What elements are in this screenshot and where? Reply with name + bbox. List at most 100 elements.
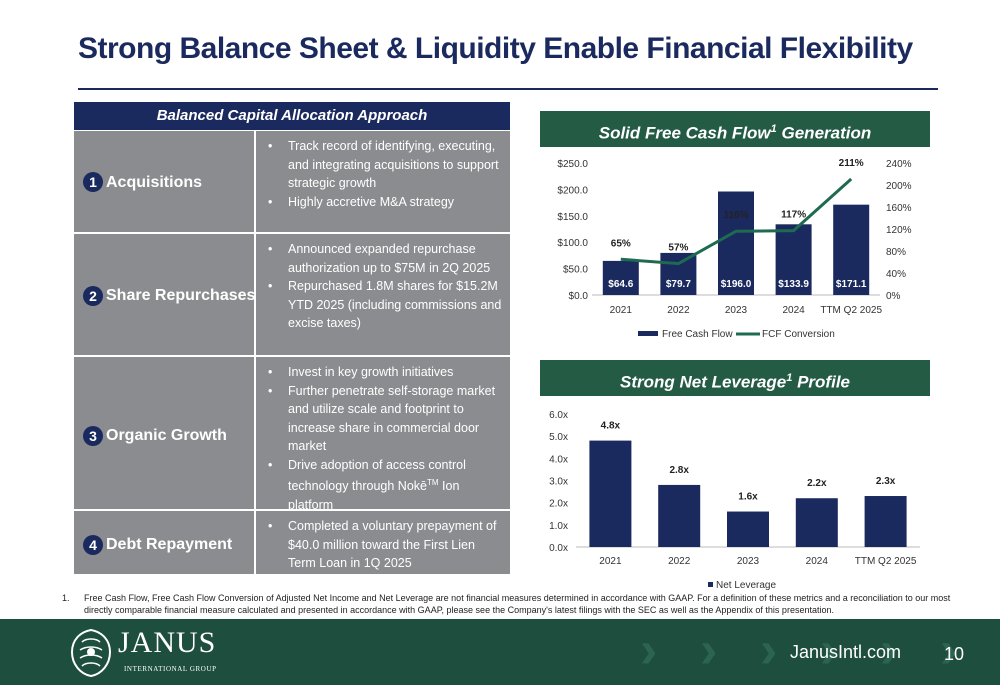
y2-tick-label: 160% bbox=[886, 203, 912, 214]
fcf-bar-label: $79.7 bbox=[666, 279, 691, 290]
y-tick-label: 1.0x bbox=[549, 521, 568, 532]
fcf-bar bbox=[833, 204, 870, 295]
row-label-cell: 3 Organic Growth bbox=[74, 357, 254, 509]
row-organic-growth: 3 Organic Growth Invest in key growth in… bbox=[74, 357, 510, 512]
row-bullets-cell: Completed a voluntary prepayment of $40.… bbox=[256, 511, 510, 574]
leverage-bar bbox=[589, 440, 632, 547]
trademark-mark: TM bbox=[426, 478, 439, 487]
x-tick-label: 2021 bbox=[610, 305, 633, 316]
y-tick-label: $200.0 bbox=[557, 185, 588, 196]
row-number-badge: 4 bbox=[83, 535, 103, 555]
brand-subtitle: INTERNATIONAL GROUP bbox=[124, 665, 217, 673]
row-bullets-cell: Invest in key growth initiatives Further… bbox=[256, 357, 510, 512]
leverage-bar-label: 2.3x bbox=[876, 476, 896, 487]
leverage-bar-label: 2.8x bbox=[669, 465, 689, 476]
legend-swatch-fcf bbox=[638, 331, 658, 336]
fcf-conversion-label: 57% bbox=[668, 243, 688, 254]
row-label-cell: 4 Debt Repayment bbox=[74, 511, 254, 574]
y-tick-label: 2.0x bbox=[549, 499, 568, 510]
y2-tick-label: 240% bbox=[886, 159, 912, 170]
bullet-item: Invest in key growth initiatives bbox=[264, 363, 504, 382]
legend-label: Net Leverage bbox=[716, 580, 776, 591]
row-number-badge: 3 bbox=[83, 426, 103, 446]
fcf-conversion-line bbox=[620, 177, 853, 266]
footnote: 1. Free Cash Flow, Free Cash Flow Conver… bbox=[62, 592, 962, 616]
x-tick-label: TTM Q2 2025 bbox=[820, 305, 882, 316]
leverage-bar-label: 2.2x bbox=[807, 478, 827, 489]
brand-name: JANUS bbox=[118, 626, 217, 659]
legend-label: Free Cash Flow bbox=[662, 329, 733, 340]
chevron-decor-icon: › bbox=[760, 621, 778, 679]
y-tick-label: 3.0x bbox=[549, 477, 568, 488]
x-tick-label: 2022 bbox=[667, 305, 690, 316]
page-number: 10 bbox=[944, 644, 965, 664]
x-tick-label: TTM Q2 2025 bbox=[855, 556, 917, 567]
bullet-item: Highly accretive M&A strategy bbox=[264, 193, 504, 212]
footnote-number: 1. bbox=[62, 593, 70, 603]
y2-tick-label: 0% bbox=[886, 291, 901, 302]
x-tick-label: 2024 bbox=[806, 556, 829, 567]
y-tick-label: 6.0x bbox=[549, 410, 568, 421]
chevron-decor-icon: › bbox=[880, 621, 898, 679]
fcf-conversion-label: 211% bbox=[839, 158, 864, 169]
y-tick-label: 0.0x bbox=[549, 543, 568, 554]
y2-tick-label: 40% bbox=[886, 269, 906, 280]
table-header: Balanced Capital Allocation Approach bbox=[74, 102, 510, 130]
fcf-bar-label: $133.9 bbox=[778, 279, 809, 290]
bullet-item: Announced expanded repurchase authorizat… bbox=[264, 240, 504, 277]
legend-label: FCF Conversion bbox=[762, 329, 835, 340]
fcf-bar-label: $171.1 bbox=[836, 279, 867, 290]
y2-tick-label: 80% bbox=[886, 247, 906, 258]
janus-logo-icon bbox=[70, 628, 112, 678]
row-share-repurchases: 2 Share Repurchases Announced expanded r… bbox=[74, 234, 510, 357]
footnote-ref: 1 bbox=[770, 123, 777, 135]
row-label: Acquisitions bbox=[106, 174, 203, 191]
legend-swatch-leverage bbox=[708, 582, 713, 587]
footer-bar: › › › › › › bbox=[0, 619, 1000, 685]
fcf-bar-label: $196.0 bbox=[721, 279, 752, 290]
bullet-item: Track record of identifying, executing, … bbox=[264, 137, 504, 193]
fcf-conversion-label: 116% bbox=[723, 210, 748, 221]
leverage-chart: 6.0x 5.0x 4.0x 3.0x 2.0x 1.0x 0.0x 4.8x 2021 2.8x… bbox=[549, 410, 920, 591]
y-tick-label: $150.0 bbox=[557, 212, 588, 223]
x-tick-label: 2023 bbox=[737, 556, 760, 567]
row-label-cell: 2 Share Repurchases bbox=[74, 234, 255, 355]
fcf-bar bbox=[775, 224, 812, 295]
fcf-bar bbox=[602, 260, 639, 295]
y-tick-label: 5.0x bbox=[549, 432, 568, 443]
chevron-decor-icon: › bbox=[820, 621, 838, 679]
row-label-cell: 1 Acquisitions bbox=[74, 131, 254, 232]
row-label: Debt Repayment bbox=[106, 536, 233, 553]
y-tick-label: $50.0 bbox=[563, 265, 588, 276]
fcf-conversion-label: 117% bbox=[781, 210, 806, 221]
x-tick-label: 2021 bbox=[599, 556, 622, 567]
row-bullets-cell: Track record of identifying, executing, … bbox=[256, 131, 510, 232]
chevron-decor-icon: › bbox=[640, 621, 658, 679]
leverage-title-main: Strong Net Leverage bbox=[619, 372, 787, 392]
slide-title: Strong Balance Sheet & Liquidity Enable … bbox=[78, 32, 913, 65]
leverage-panel-title: Strong Net Leverage1 Profile bbox=[540, 360, 930, 396]
row-number-badge: 2 bbox=[83, 286, 103, 306]
fcf-bar bbox=[660, 252, 697, 295]
website-link[interactable]: JanusIntl.com bbox=[790, 642, 902, 662]
chevron-decor-icon: › bbox=[700, 621, 718, 679]
x-tick-label: 2023 bbox=[725, 305, 748, 316]
row-debt-repayment: 4 Debt Repayment Completed a voluntary p… bbox=[74, 511, 510, 574]
fcf-conversion-label: 65% bbox=[611, 238, 631, 249]
title-divider bbox=[78, 88, 938, 90]
footnote-text: Free Cash Flow, Free Cash Flow Conversio… bbox=[84, 593, 951, 615]
row-label: Organic Growth bbox=[106, 427, 227, 444]
leverage-bar-label: 1.6x bbox=[738, 492, 758, 503]
leverage-bar bbox=[727, 511, 769, 547]
leverage-bar bbox=[795, 498, 838, 547]
bullet-text: Ion platform bbox=[288, 479, 460, 512]
leverage-bar-label: 4.8x bbox=[601, 421, 621, 432]
fcf-chart: $250.0 $200.0 $150.0 $100.0 $50.0 $0.0 240% 200… bbox=[557, 158, 912, 340]
row-acquisitions: 1 Acquisitions Track record of identifyi… bbox=[74, 131, 510, 234]
y-tick-label: 4.0x bbox=[549, 454, 568, 465]
leverage-bar bbox=[864, 496, 907, 547]
fcf-title-rest: Generation bbox=[776, 123, 872, 143]
row-bullets-cell: Announced expanded repurchase authorizat… bbox=[256, 234, 510, 355]
fcf-bar bbox=[718, 191, 754, 295]
bullet-item: Completed a voluntary prepayment of $40.… bbox=[264, 517, 504, 573]
